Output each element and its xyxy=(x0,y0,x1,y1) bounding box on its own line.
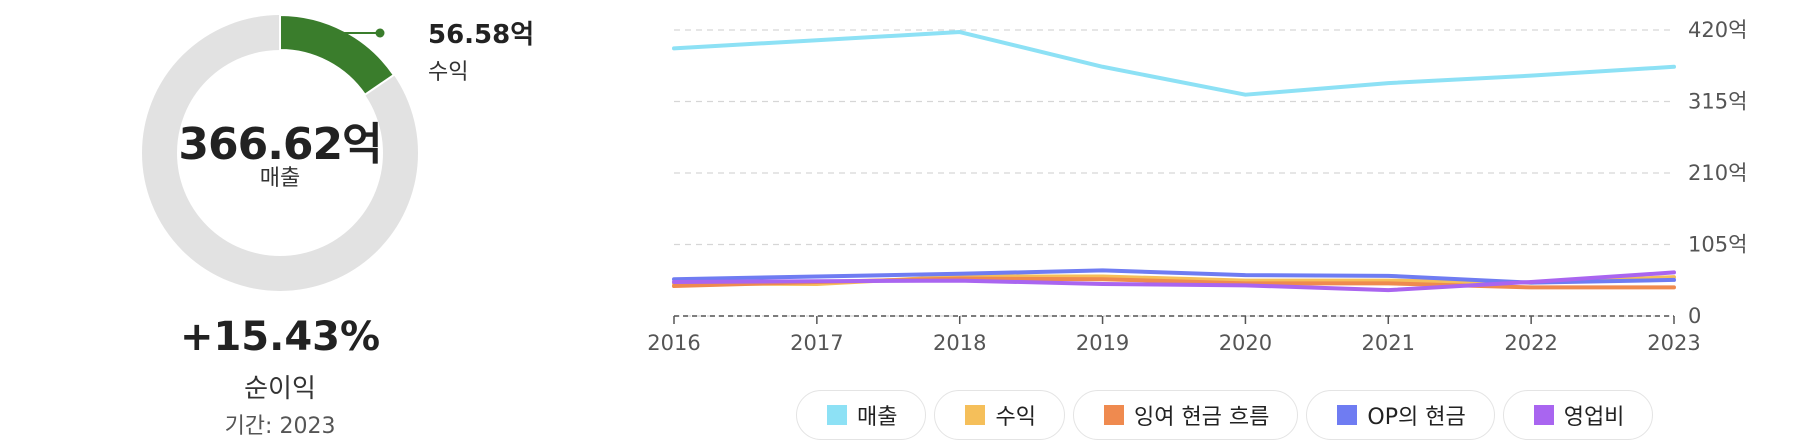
legend-label: 잉여 현금 흐름 xyxy=(1133,405,1270,430)
legend-item[interactable]: 잉여 현금 흐름 xyxy=(1072,390,1299,440)
profit-callout-value: 56.58억 xyxy=(428,20,535,50)
y-tick-label: 105억 xyxy=(1688,233,1747,257)
x-tick-label: 2016 xyxy=(647,331,700,355)
donut-chart xyxy=(142,13,418,291)
chart-legend: 매출 수익 잉여 현금 흐름 OP의 현금 영업비 xyxy=(796,390,1654,440)
y-tick-label: 420억 xyxy=(1688,18,1747,42)
period-text: 기간: 2023 xyxy=(224,414,336,439)
line-chart: 420억 315억 210억 105억 0 2016 2017 2018 2019 2020 202… xyxy=(647,18,1747,355)
legend-item[interactable]: 수익 xyxy=(934,390,1065,440)
legend-swatch xyxy=(1103,405,1124,425)
x-tick-label: 2022 xyxy=(1504,331,1557,355)
y-tick-label: 0 xyxy=(1688,304,1701,328)
legend-item[interactable]: 매출 xyxy=(796,390,927,440)
callout-dot xyxy=(375,28,385,38)
legend-item[interactable]: OP의 현금 xyxy=(1306,390,1495,440)
x-tick-label: 2017 xyxy=(790,331,843,355)
series-line-4 xyxy=(672,270,1676,293)
x-tick-label: 2021 xyxy=(1362,331,1415,355)
series-line-0 xyxy=(672,30,1676,97)
legend-swatch xyxy=(1337,405,1358,425)
net-income-growth: +15.43% xyxy=(179,314,381,360)
profit-callout-label: 수익 xyxy=(428,60,469,85)
total-revenue-label: 매출 xyxy=(259,166,301,191)
legend-swatch xyxy=(827,405,847,425)
total-revenue-value: 366.62억 xyxy=(178,119,382,170)
net-income-label: 순이익 xyxy=(244,374,316,404)
legend-swatch xyxy=(1533,405,1554,425)
donut-profit-slice xyxy=(279,13,396,97)
x-tick-label: 2023 xyxy=(1647,331,1700,355)
x-tick-label: 2019 xyxy=(1076,331,1129,355)
legend-label: OP의 현금 xyxy=(1367,405,1466,430)
x-tick-label: 2020 xyxy=(1219,331,1272,355)
y-tick-label: 210억 xyxy=(1688,161,1747,185)
legend-label: 수익 xyxy=(995,405,1036,430)
legend-label: 매출 xyxy=(857,405,898,430)
legend-swatch xyxy=(965,405,986,425)
legend-item[interactable]: 영업비 xyxy=(1502,390,1654,440)
y-tick-label: 315억 xyxy=(1688,90,1747,114)
x-tick-label: 2018 xyxy=(933,331,986,355)
legend-label: 영업비 xyxy=(1563,405,1625,430)
